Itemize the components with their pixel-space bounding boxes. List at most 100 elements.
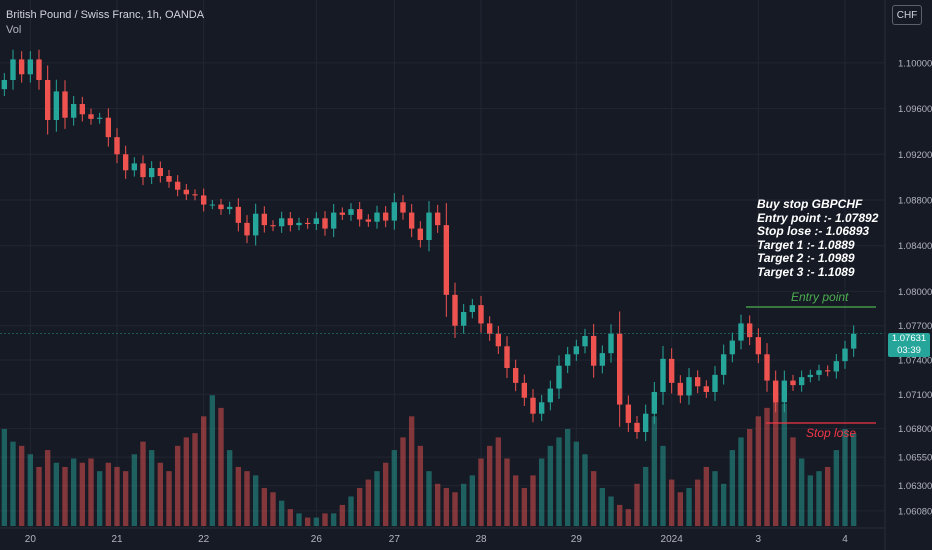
volume-bar: [382, 462, 389, 526]
candle-body: [252, 213, 259, 236]
volume-bar: [807, 475, 814, 526]
volume-bar: [304, 517, 311, 526]
candle-body: [44, 80, 51, 120]
volume-bar: [79, 462, 86, 526]
candle-body: [365, 219, 372, 222]
candle-body: [391, 202, 398, 221]
volume-bar: [400, 437, 406, 526]
candle-body: [322, 218, 328, 229]
volume-bar: [443, 488, 450, 526]
volume-bar: [530, 475, 536, 526]
volume-bar: [27, 454, 34, 526]
candle-body: [62, 91, 68, 118]
candle-body: [96, 117, 103, 119]
volume-bar: [564, 428, 571, 526]
y-tick-label: 1.08800: [898, 196, 932, 207]
volume-bar: [322, 513, 328, 526]
volume-bar: [755, 416, 762, 526]
candle-body: [486, 323, 493, 334]
candle-body: [53, 91, 60, 120]
y-tick-label: 1.06300: [898, 481, 932, 492]
volume-bar: [781, 403, 788, 526]
y-tick-label: 1.07100: [898, 390, 932, 401]
volume-bar: [1, 428, 8, 526]
volume-bar: [616, 504, 623, 526]
volume-bar: [287, 509, 294, 526]
volume-bar: [200, 416, 207, 526]
volume-bar: [504, 458, 510, 526]
candle-body: [608, 333, 614, 354]
candle-body: [88, 114, 94, 119]
volume-bar: [244, 471, 250, 526]
volume-bar: [608, 496, 614, 526]
annotation-line: Buy stop GBPCHF: [757, 197, 863, 211]
volume-bar: [62, 466, 68, 526]
candle-body: [122, 154, 129, 171]
candle-body: [417, 228, 424, 240]
volume-bar: [88, 458, 94, 526]
volume-bar: [96, 471, 103, 526]
volume-bar: [374, 471, 380, 526]
candle-body: [270, 225, 276, 227]
candle-body: [781, 380, 788, 403]
volume-bars: [1, 391, 857, 526]
volume-bar: [521, 488, 528, 526]
volume-bar: [226, 450, 233, 526]
volume-bar: [729, 450, 736, 526]
annotation-line: Target 3 :- 1.1089: [757, 264, 855, 279]
x-tick-label: 4: [842, 534, 848, 545]
volume-bar: [694, 479, 701, 526]
volume-bar: [296, 513, 302, 526]
candle-body: [140, 163, 146, 178]
candle-body: [616, 333, 623, 405]
volume-bar: [538, 458, 545, 526]
y-tick-label: 1.07700: [898, 321, 932, 332]
candle-body: [408, 212, 415, 229]
y-tick-label: 1.06080: [898, 506, 932, 517]
candle-body: [287, 218, 294, 226]
y-tick-label: 1.08000: [898, 287, 932, 298]
volume-indicator-label[interactable]: Vol: [6, 24, 22, 36]
countdown-timer: 03:39: [897, 345, 921, 356]
volume-bar: [590, 471, 597, 526]
x-tick-label: 29: [571, 534, 583, 545]
volume-bar: [573, 441, 580, 526]
candle-body: [720, 354, 727, 375]
y-tick-label: 1.09200: [898, 150, 932, 161]
candle-body: [478, 305, 484, 324]
volume-bar: [686, 488, 692, 526]
volume-bar: [478, 458, 484, 526]
last-price-badge: 1.07631 03:39: [888, 333, 930, 357]
volume-bar: [270, 492, 276, 526]
y-tick-label: 1.08400: [898, 241, 932, 252]
chart-title: British Pound / Swiss Franc, 1h, OANDA: [6, 9, 205, 21]
price-axis[interactable]: 1.10000 1.09600 1.09200 1.08800 1.08400 1.080…: [884, 0, 932, 550]
candle-body: [564, 354, 571, 366]
candle-body: [651, 392, 658, 414]
candle-body: [842, 348, 848, 362]
x-tick-label: 22: [198, 534, 210, 545]
candle-body: [426, 212, 432, 240]
volume-bar: [668, 479, 675, 526]
volume-bar: [460, 483, 467, 526]
time-axis[interactable]: 20 21 22 26 27 28 29 2024 3 4: [0, 527, 885, 545]
volume-bar: [651, 416, 658, 526]
volume-bar: [495, 437, 502, 526]
candle-body: [703, 386, 710, 392]
candle-body: [469, 305, 476, 312]
candle-body: [790, 380, 796, 386]
volume-bar: [582, 454, 588, 526]
currency-button[interactable]: CHF: [892, 5, 922, 25]
volume-bar: [122, 471, 129, 526]
volume-bar: [114, 466, 120, 526]
volume-bar: [365, 479, 372, 526]
candle-body: [738, 323, 744, 341]
candle-body: [79, 104, 86, 115]
volume-bar: [833, 450, 840, 526]
candle-body: [296, 222, 302, 226]
candle-body: [504, 346, 510, 368]
candle-body: [694, 377, 701, 387]
volume-bar: [183, 437, 190, 526]
trade-annotation: Buy stop GBPCHF Entry point :- 1.07892 S…: [757, 197, 878, 280]
